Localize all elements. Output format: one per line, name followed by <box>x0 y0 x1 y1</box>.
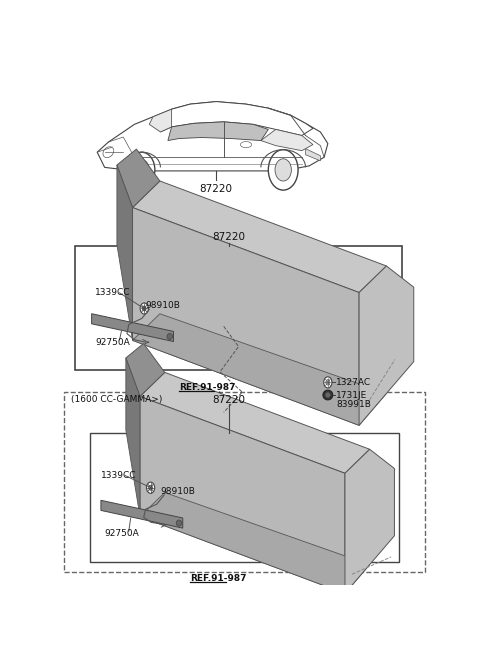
Text: 87220: 87220 <box>200 183 233 194</box>
Circle shape <box>146 482 155 493</box>
Text: 1327AC: 1327AC <box>336 378 371 387</box>
Circle shape <box>149 486 153 490</box>
Polygon shape <box>117 165 132 340</box>
Polygon shape <box>305 148 321 161</box>
Circle shape <box>326 380 330 385</box>
Circle shape <box>275 159 291 181</box>
Polygon shape <box>132 181 386 292</box>
Text: 98910B: 98910B <box>145 301 180 310</box>
Text: (1600 CC-GAMMA>): (1600 CC-GAMMA>) <box>71 395 163 404</box>
Ellipse shape <box>325 393 330 397</box>
Text: 92750A: 92750A <box>96 338 130 347</box>
Polygon shape <box>359 266 414 425</box>
Bar <box>64 392 424 572</box>
Text: REF.91-987: REF.91-987 <box>179 383 236 392</box>
Polygon shape <box>140 373 370 473</box>
Bar <box>75 246 402 370</box>
Text: 83991B: 83991B <box>336 399 371 409</box>
Circle shape <box>143 306 146 311</box>
Polygon shape <box>117 149 160 208</box>
Circle shape <box>140 303 148 314</box>
Polygon shape <box>140 493 370 593</box>
Polygon shape <box>149 109 172 132</box>
Ellipse shape <box>323 390 333 400</box>
Polygon shape <box>261 129 313 150</box>
Text: 87220: 87220 <box>212 232 245 242</box>
Text: 1339CC: 1339CC <box>96 288 131 298</box>
Text: 87220: 87220 <box>212 395 245 405</box>
Polygon shape <box>97 102 328 171</box>
Text: 98910B: 98910B <box>160 487 195 495</box>
Circle shape <box>134 160 149 180</box>
Bar <box>90 433 398 562</box>
Polygon shape <box>168 122 268 141</box>
Polygon shape <box>126 344 165 396</box>
Polygon shape <box>132 208 359 425</box>
Text: 1731JE: 1731JE <box>336 390 367 399</box>
Text: 92750A: 92750A <box>105 529 139 538</box>
Ellipse shape <box>176 520 182 526</box>
Ellipse shape <box>167 334 172 340</box>
Polygon shape <box>101 500 183 528</box>
Text: 1339CC: 1339CC <box>101 471 136 480</box>
Polygon shape <box>132 314 386 425</box>
Polygon shape <box>92 313 173 342</box>
Circle shape <box>129 152 155 188</box>
Circle shape <box>268 150 298 190</box>
Circle shape <box>324 377 332 388</box>
Text: REF.91-987: REF.91-987 <box>190 574 247 583</box>
Polygon shape <box>160 102 313 135</box>
Polygon shape <box>140 396 345 593</box>
Polygon shape <box>345 449 395 593</box>
Polygon shape <box>126 358 140 516</box>
